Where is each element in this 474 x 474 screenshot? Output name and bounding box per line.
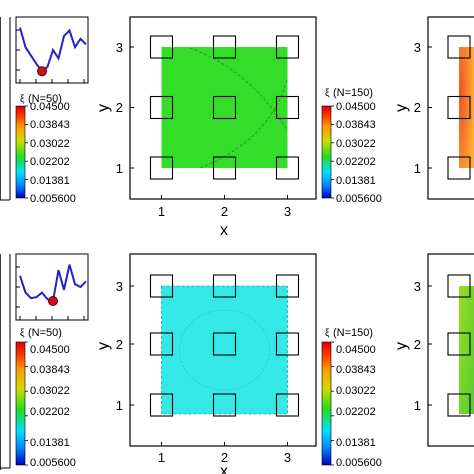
colorbar-bottom-left-symbol: ξ xyxy=(20,328,25,339)
colorbar-bottom-right-symbol: ξ xyxy=(325,328,330,339)
colorbar-label: 0.01381 xyxy=(30,175,70,187)
heatmap-bottom-right-partial: 3 2 1 y xyxy=(393,253,474,447)
colorbar-bottom-left: ξ (N=50) 0.04500 0.03843 0.03022 0.02202… xyxy=(15,327,76,469)
y-tick-label: 1 xyxy=(116,161,123,176)
colorbar-label: 0.02202 xyxy=(30,406,70,418)
y-tick-label: 1 xyxy=(414,161,421,176)
y-tick-label: 1 xyxy=(116,398,123,413)
colorbar-label: 0.01381 xyxy=(30,437,70,449)
y-tick-label: 3 xyxy=(116,279,123,294)
inset-top xyxy=(15,16,89,84)
colorbar-label: 0.03022 xyxy=(30,385,70,397)
x-tick-label: 2 xyxy=(221,450,228,465)
colorbar-label: 0.02202 xyxy=(336,406,376,418)
heatmap-top-right-partial: 3 2 1 y xyxy=(393,16,474,200)
colorbar-top-left-scale xyxy=(15,105,26,199)
y-axis-label: y xyxy=(95,104,112,112)
colorbar-label: 0.01381 xyxy=(336,437,376,449)
colorbar-label: 0.04500 xyxy=(336,101,376,113)
colorbar-top-left-symbol: ξ xyxy=(20,94,25,105)
x-tick-label: 1 xyxy=(158,204,165,219)
colorbar-top-right-title: (N=150) xyxy=(333,87,373,99)
colorbar-top-left-ticks xyxy=(25,105,28,199)
colorbar-label: 0.02202 xyxy=(30,156,70,168)
colorbar-bottom-left-scale xyxy=(15,341,26,466)
x-axis-label: x xyxy=(220,222,228,239)
heatmap-field xyxy=(459,47,474,168)
x-axis-label: x xyxy=(220,463,228,474)
y-tick-label: 2 xyxy=(414,100,421,115)
colorbar-label: 0.005600 xyxy=(336,457,382,469)
colorbar-top-left: ξ (N=50) 0.04500 0.03843 0.03022 0.02202… xyxy=(15,93,76,205)
heatmap-contour xyxy=(199,79,288,169)
inset-bottom-marker xyxy=(48,296,58,306)
inset-bottom xyxy=(15,253,89,321)
y-tick-label: 3 xyxy=(116,40,123,55)
colorbar-label: 0.005600 xyxy=(30,457,76,469)
colorbar-label: 0.005600 xyxy=(30,193,76,205)
y-tick-label: 2 xyxy=(414,337,421,352)
node-squares xyxy=(149,274,300,417)
y-tick-label: 1 xyxy=(414,398,421,413)
colorbar-bottom-right-scale xyxy=(321,341,332,466)
x-tick-label: 3 xyxy=(284,204,291,219)
colorbar-label: 0.03022 xyxy=(336,138,376,150)
heatmap-contour xyxy=(179,309,270,391)
colorbar-bottom-right-title: (N=150) xyxy=(333,327,373,339)
inset-top-ticks xyxy=(16,29,85,83)
y-tick-label: 2 xyxy=(116,337,123,352)
x-tick-label: 3 xyxy=(284,450,291,465)
inset-top-marker xyxy=(37,66,47,77)
heatmap-field xyxy=(161,47,288,168)
row-bottom: ξ (N=50) 0.04500 0.03843 0.03022 0.02202… xyxy=(0,253,474,474)
colorbar-top-left-title: (N=50) xyxy=(28,93,62,105)
axis-ticks xyxy=(130,46,288,199)
heatmap-top-center: 1 2 3 3 2 1 x y xyxy=(95,16,317,239)
colorbar-label: 0.005600 xyxy=(336,193,382,205)
heatmap-field xyxy=(161,285,288,415)
colorbar-bottom-right: ξ (N=150) 0.04500 0.03843 0.03022 0.0220… xyxy=(321,327,382,469)
y-tick-label: 2 xyxy=(116,100,123,115)
colorbar-label: 0.04500 xyxy=(30,344,70,356)
colorbar-label: 0.03022 xyxy=(336,385,376,397)
node-squares xyxy=(149,35,300,180)
inset-top-line xyxy=(19,27,87,73)
y-axis-label: y xyxy=(95,342,112,350)
colorbar-top-right-scale xyxy=(321,105,332,199)
heatmap-bottom-center: 1 2 3 3 2 1 x y xyxy=(95,253,317,474)
x-tick-label: 1 xyxy=(158,450,165,465)
colorbar-label: 0.02202 xyxy=(336,156,376,168)
heatmap-field xyxy=(459,286,474,414)
colorbar-label: 0.03022 xyxy=(30,138,70,150)
row-top: ξ (N=50) 0.04500 0.03843 0.03022 0.02202… xyxy=(0,16,474,239)
colorbar-label: 0.03843 xyxy=(336,119,376,131)
colorbar-label: 0.03843 xyxy=(30,364,70,376)
colorbar-label: 0.04500 xyxy=(336,344,376,356)
colorbar-label: 0.01381 xyxy=(336,175,376,187)
y-axis-label: y xyxy=(393,104,410,112)
colorbar-label: 0.04500 xyxy=(30,101,70,113)
colorbar-label: 0.03843 xyxy=(30,119,70,131)
colorbar-top-right: ξ (N=150) 0.04500 0.03843 0.03022 0.0220… xyxy=(321,87,382,205)
y-tick-label: 3 xyxy=(414,279,421,294)
y-tick-label: 3 xyxy=(414,40,421,55)
x-tick-label: 2 xyxy=(221,204,228,219)
colorbar-bottom-left-title: (N=50) xyxy=(28,327,62,339)
colorbar-label: 0.03843 xyxy=(336,364,376,376)
colorbar-top-right-symbol: ξ xyxy=(325,88,330,99)
y-axis-label: y xyxy=(393,342,410,350)
